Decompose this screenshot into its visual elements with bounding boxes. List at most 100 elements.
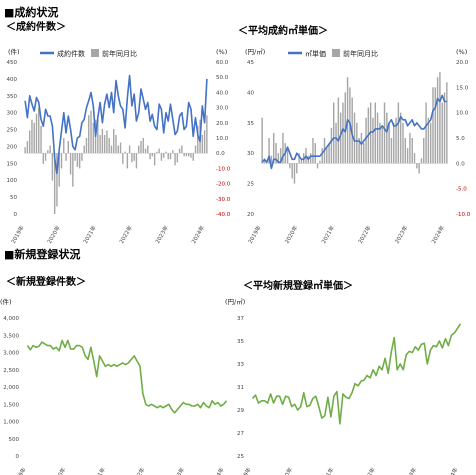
bar-yoy: [316, 163, 319, 169]
bar-yoy: [44, 153, 47, 161]
bar-yoy: [74, 153, 76, 161]
bar-yoy: [376, 112, 379, 164]
y-tick-label-left: 40: [247, 90, 254, 96]
bar-yoy: [374, 102, 376, 164]
x-tick-label: 2022年: [130, 466, 147, 475]
bar-yoy: [138, 145, 140, 154]
bar-yoy: [423, 138, 425, 164]
bar-yoy: [187, 153, 190, 157]
bar-yoy: [58, 153, 60, 187]
y-tick-label-left: 100: [7, 178, 18, 184]
bar-yoy: [399, 112, 402, 164]
bar-yoy: [38, 107, 40, 154]
bar-yoy: [160, 153, 163, 161]
bar-yoy: [190, 153, 192, 158]
bar-yoy: [67, 141, 70, 154]
y-tick-label: 37: [237, 316, 244, 322]
bar-yoy: [404, 138, 407, 164]
x-tick-label: 2021年: [90, 466, 107, 475]
y-tick-label: 2,000: [3, 385, 19, 391]
bar-yoy: [124, 151, 126, 154]
bar-yoy: [147, 145, 149, 154]
bar-yoy: [92, 122, 94, 154]
bar-yoy: [342, 102, 344, 164]
bar-yoy: [78, 153, 81, 169]
bar-yoy: [351, 97, 353, 164]
x-tick-label: 2023年: [402, 466, 419, 475]
bar-yoy: [360, 132, 363, 164]
y-tick-label: 35: [237, 339, 244, 345]
bar-yoy: [63, 138, 65, 154]
bar-yoy: [203, 130, 206, 154]
bar-yoy: [312, 138, 314, 164]
bar-yoy: [126, 153, 129, 169]
x-tick-label: 2023年: [169, 466, 186, 475]
y-tick-label-left: 350: [7, 94, 18, 100]
bar-yoy: [425, 102, 427, 164]
y-tick-label: 4,000: [3, 316, 19, 322]
y-tick-label: 2,500: [3, 368, 19, 374]
bar-yoy: [165, 151, 167, 154]
bar-yoy: [272, 132, 275, 164]
bar-yoy: [309, 153, 312, 164]
bar-yoy: [192, 153, 194, 161]
y-axis-unit: (円/㎡): [225, 297, 245, 306]
bar-yoy: [176, 153, 179, 163]
y-tick-label-left: 400: [7, 77, 18, 83]
bar-yoy: [372, 117, 374, 164]
x-tick-label: 2020年: [277, 466, 294, 475]
bar-yoy: [268, 138, 270, 164]
bar-yoy: [395, 117, 397, 164]
y-tick-label-left: 200: [7, 144, 18, 150]
bar-yoy: [293, 163, 296, 184]
y-tick-label-right: -20.0: [216, 182, 231, 188]
bar-yoy: [117, 145, 119, 154]
y-tick-label-right: 30.0: [216, 106, 229, 112]
bar-yoy: [128, 145, 131, 154]
y-tick-label: 1,000: [3, 420, 19, 426]
legend-label: 成約件数: [57, 49, 85, 58]
bar-yoy: [26, 141, 29, 154]
x-tick-label: 2021年: [319, 466, 336, 475]
bar-yoy: [35, 113, 38, 154]
bar-yoy: [133, 153, 135, 161]
bar-yoy: [291, 163, 293, 179]
bar-yoy: [49, 145, 51, 154]
y-tick-label-right: 20.0: [456, 60, 469, 66]
bar-yoy: [53, 153, 56, 214]
bar-yoy: [183, 153, 185, 157]
bar-yoy: [122, 153, 124, 164]
series-line: [24, 74, 208, 175]
bar-yoy: [85, 138, 88, 154]
y-tick-label: 3,000: [3, 351, 19, 357]
legend-label: 前年同月比: [343, 49, 378, 58]
bar-yoy: [99, 134, 101, 154]
bar-yoy: [47, 150, 49, 154]
bar-yoy: [427, 117, 430, 164]
y-tick-label-right: 20.0: [216, 121, 229, 127]
x-tick-label: 2024年: [209, 466, 226, 475]
y-tick-label-right: -40.0: [216, 212, 231, 218]
bar-yoy: [333, 102, 335, 164]
bar-yoy: [33, 122, 35, 154]
bar-yoy: [330, 127, 333, 164]
bar-yoy: [388, 122, 390, 164]
bar-yoy: [439, 72, 441, 164]
bar-yoy: [135, 153, 138, 169]
bar-yoy: [397, 102, 400, 164]
bar-yoy: [432, 87, 434, 164]
section-title-contracts: ■成約状況: [4, 6, 59, 19]
legend-swatch-bar: [332, 49, 340, 57]
y-tick-label-left: 250: [7, 128, 18, 134]
legend-label: ㎡単価: [305, 49, 326, 58]
y-tick-label: 500: [9, 437, 20, 443]
bar-yoy: [65, 153, 67, 161]
bar-yoy: [418, 163, 420, 174]
bar-yoy: [381, 127, 383, 164]
x-tick-label: 2024年: [443, 466, 460, 475]
bar-yoy: [31, 119, 33, 154]
bar-yoy: [282, 132, 284, 164]
bar-yoy: [386, 112, 388, 164]
bar-yoy: [40, 125, 42, 154]
